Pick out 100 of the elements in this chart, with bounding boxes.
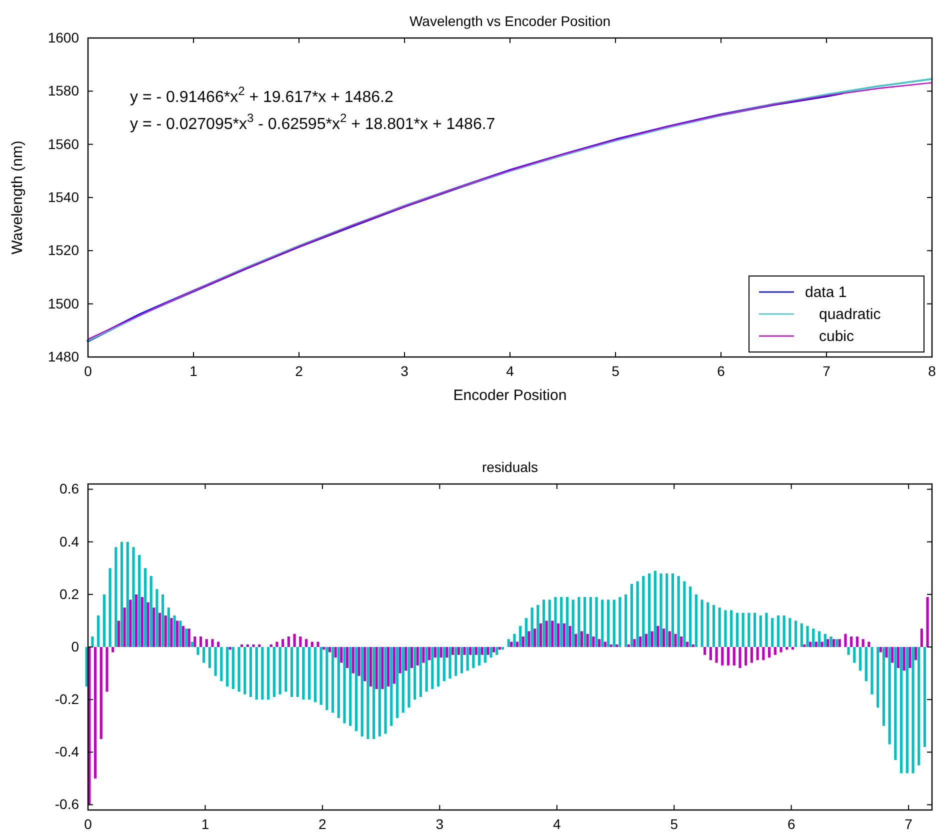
bar bbox=[428, 647, 431, 660]
bar bbox=[106, 647, 108, 692]
y-tick-label: 0.6 bbox=[60, 480, 80, 497]
bar bbox=[624, 594, 628, 647]
bar bbox=[809, 642, 812, 647]
bar bbox=[436, 647, 440, 686]
bar bbox=[114, 547, 118, 647]
bar bbox=[240, 644, 244, 647]
bar bbox=[214, 647, 217, 676]
bar bbox=[144, 568, 147, 647]
bar bbox=[100, 647, 102, 740]
bar bbox=[856, 636, 859, 647]
x-axis-title: Encoder Position bbox=[453, 387, 567, 404]
bar bbox=[199, 636, 202, 647]
bar bbox=[692, 644, 694, 647]
bar bbox=[759, 615, 762, 647]
bar bbox=[156, 589, 158, 647]
bar bbox=[832, 639, 836, 647]
bar bbox=[244, 647, 246, 694]
bar bbox=[906, 647, 908, 774]
bar bbox=[879, 647, 882, 652]
bar bbox=[712, 604, 716, 647]
bar bbox=[176, 620, 179, 647]
bar bbox=[381, 647, 384, 690]
bar bbox=[302, 647, 305, 700]
legend-label: quadratic bbox=[819, 306, 882, 323]
bar bbox=[278, 647, 282, 694]
bar bbox=[510, 642, 513, 647]
bar bbox=[152, 608, 156, 647]
bar bbox=[715, 647, 718, 663]
bar bbox=[360, 647, 364, 736]
x-tick-label: 0 bbox=[84, 362, 92, 379]
y-tick-label: 1540 bbox=[48, 188, 80, 205]
bar bbox=[776, 615, 780, 647]
bar bbox=[642, 576, 645, 647]
bar bbox=[261, 647, 264, 700]
bar bbox=[610, 644, 612, 647]
bar bbox=[478, 647, 481, 666]
bar bbox=[272, 647, 276, 697]
bar bbox=[862, 639, 864, 647]
bar bbox=[226, 647, 229, 686]
bar bbox=[660, 573, 662, 647]
bar bbox=[674, 634, 677, 647]
bar bbox=[112, 647, 114, 652]
bar bbox=[630, 584, 633, 647]
bar bbox=[463, 647, 466, 655]
bar bbox=[627, 644, 630, 647]
bar bbox=[528, 631, 530, 647]
bar bbox=[490, 647, 492, 658]
bar bbox=[349, 647, 352, 726]
bar bbox=[858, 647, 862, 671]
bar bbox=[551, 620, 554, 647]
bar bbox=[457, 647, 460, 655]
bar bbox=[580, 631, 584, 647]
bar bbox=[290, 647, 294, 697]
y-tick-label: 1580 bbox=[48, 82, 80, 99]
bar bbox=[364, 647, 366, 682]
x-tick-label: 1 bbox=[190, 362, 198, 379]
bar bbox=[188, 628, 190, 647]
bar bbox=[589, 597, 592, 647]
x-tick-label: 3 bbox=[436, 816, 444, 832]
bar bbox=[252, 644, 255, 647]
bar bbox=[486, 647, 490, 655]
bar bbox=[539, 623, 542, 647]
bar bbox=[838, 639, 841, 647]
bar bbox=[750, 647, 754, 663]
bar bbox=[771, 618, 774, 647]
bar bbox=[688, 586, 692, 647]
bar bbox=[534, 628, 536, 647]
bar bbox=[704, 647, 706, 655]
bar bbox=[566, 597, 569, 647]
bar bbox=[454, 647, 458, 676]
bar bbox=[876, 647, 880, 708]
bar bbox=[548, 600, 551, 647]
bar bbox=[844, 634, 847, 647]
bar bbox=[442, 647, 446, 682]
legend-label: data 1 bbox=[805, 284, 847, 301]
bar bbox=[923, 647, 926, 747]
bar bbox=[814, 642, 818, 647]
bar bbox=[601, 600, 604, 647]
bar bbox=[668, 631, 671, 647]
x-tick-label: 8 bbox=[928, 362, 936, 379]
bar bbox=[211, 639, 214, 647]
bar bbox=[765, 612, 768, 647]
bar bbox=[346, 647, 349, 668]
bar bbox=[545, 620, 548, 647]
bar bbox=[334, 647, 337, 658]
bar bbox=[572, 600, 574, 647]
bar bbox=[220, 647, 223, 682]
bar bbox=[780, 647, 782, 652]
bar bbox=[94, 647, 97, 778]
chart-title: Wavelength vs Encoder Position bbox=[409, 13, 611, 29]
bar bbox=[639, 636, 642, 647]
annotation: y = - 0.91466*x$^{2}$ + 19.617*x + 1486.2 bbox=[130, 84, 394, 106]
bar bbox=[914, 647, 918, 660]
bar bbox=[644, 634, 648, 647]
bar bbox=[129, 600, 132, 647]
y-tick-label: 0.2 bbox=[60, 586, 80, 602]
bar bbox=[480, 647, 484, 655]
bar bbox=[524, 618, 528, 647]
